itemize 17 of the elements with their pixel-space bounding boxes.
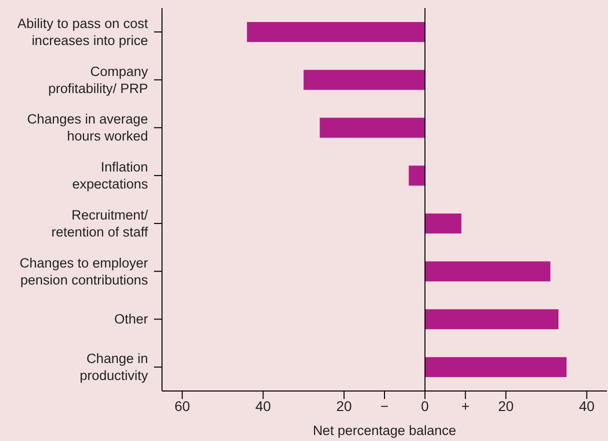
y-tick-label: Ability to pass on cost increases into price bbox=[17, 16, 148, 48]
y-tick-label: Company profitability/ PRP bbox=[48, 64, 148, 96]
x-tick-label: 40 bbox=[255, 398, 272, 414]
x-tick-label: 40 bbox=[578, 398, 595, 414]
y-tick-label: Change in productivity bbox=[80, 351, 148, 384]
y-tick-label: Changes to employer pension contributions bbox=[20, 255, 148, 288]
y-tick-label: Recruitment/ retention of staff bbox=[51, 207, 148, 240]
y-tick-label: Other bbox=[114, 312, 148, 327]
x-axis-title: Net percentage balance bbox=[312, 423, 456, 438]
x-tick-label: − bbox=[380, 398, 389, 414]
x-tick-label: 60 bbox=[174, 398, 190, 414]
x-tick-label: + bbox=[461, 398, 470, 414]
y-tick-label: Inflation expectations bbox=[72, 160, 148, 192]
x-tick-label: 20 bbox=[336, 398, 352, 414]
y-tick-label: Changes in average hours worked bbox=[27, 112, 148, 144]
x-tick-label: 0 bbox=[421, 398, 430, 414]
x-tick-label: 20 bbox=[498, 398, 514, 414]
